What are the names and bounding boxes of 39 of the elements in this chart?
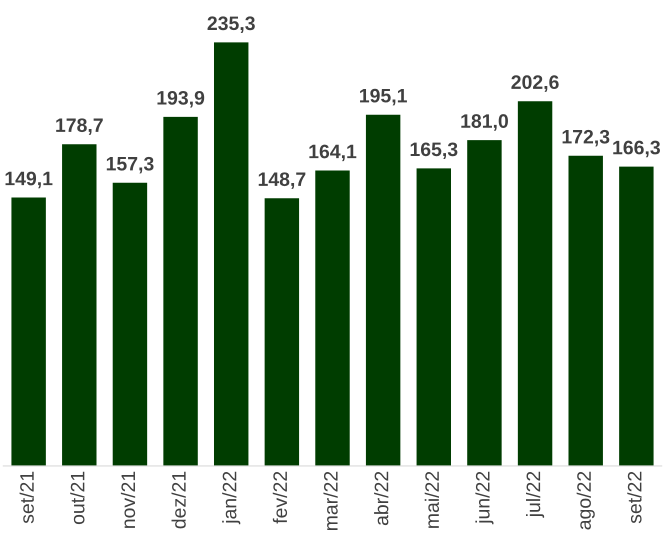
data-label: 148,7 <box>258 172 306 189</box>
data-label: 235,3 <box>208 16 255 34</box>
bar <box>568 156 603 466</box>
bar <box>416 168 452 466</box>
x-tick-label: jul/22 <box>526 472 544 518</box>
data-label: 195,1 <box>360 88 407 106</box>
bar <box>315 170 350 466</box>
bar <box>214 42 248 466</box>
bar <box>62 144 97 466</box>
bar <box>619 166 654 466</box>
data-label: 181,0 <box>461 114 508 131</box>
x-tick-label: mai/22 <box>424 472 440 528</box>
data-label: 193,9 <box>157 90 204 108</box>
data-label: 166,3 <box>613 140 660 158</box>
x-tick-label: out/21 <box>70 472 85 524</box>
bar <box>163 116 198 466</box>
data-label: 164,1 <box>309 144 356 162</box>
data-label: 178,7 <box>56 118 103 135</box>
data-label: 157,3 <box>106 156 154 174</box>
data-label: 149,1 <box>6 172 52 188</box>
x-tick-label: abr/22 <box>374 472 388 526</box>
bar <box>264 198 300 466</box>
x-tick-label: mar/22 <box>323 472 338 530</box>
x-tick-label: dez/21 <box>172 472 186 528</box>
x-tick-label: fev/22 <box>272 472 288 524</box>
x-tick-label: set/21 <box>20 472 34 524</box>
x-tick-label: jun/22 <box>475 472 494 524</box>
data-label: 165,3 <box>410 142 458 160</box>
data-label: 202,6 <box>511 75 559 92</box>
data-label: 172,3 <box>562 130 610 146</box>
bar <box>366 114 400 466</box>
bar <box>11 198 46 466</box>
x-tick-label: jan/22 <box>222 472 240 524</box>
bar <box>112 182 148 466</box>
bar <box>467 140 502 466</box>
x-tick-label: set/22 <box>627 472 642 524</box>
bar <box>518 101 552 466</box>
x-tick-label: ago/22 <box>576 472 595 530</box>
x-tick-label: nov/21 <box>120 472 136 528</box>
